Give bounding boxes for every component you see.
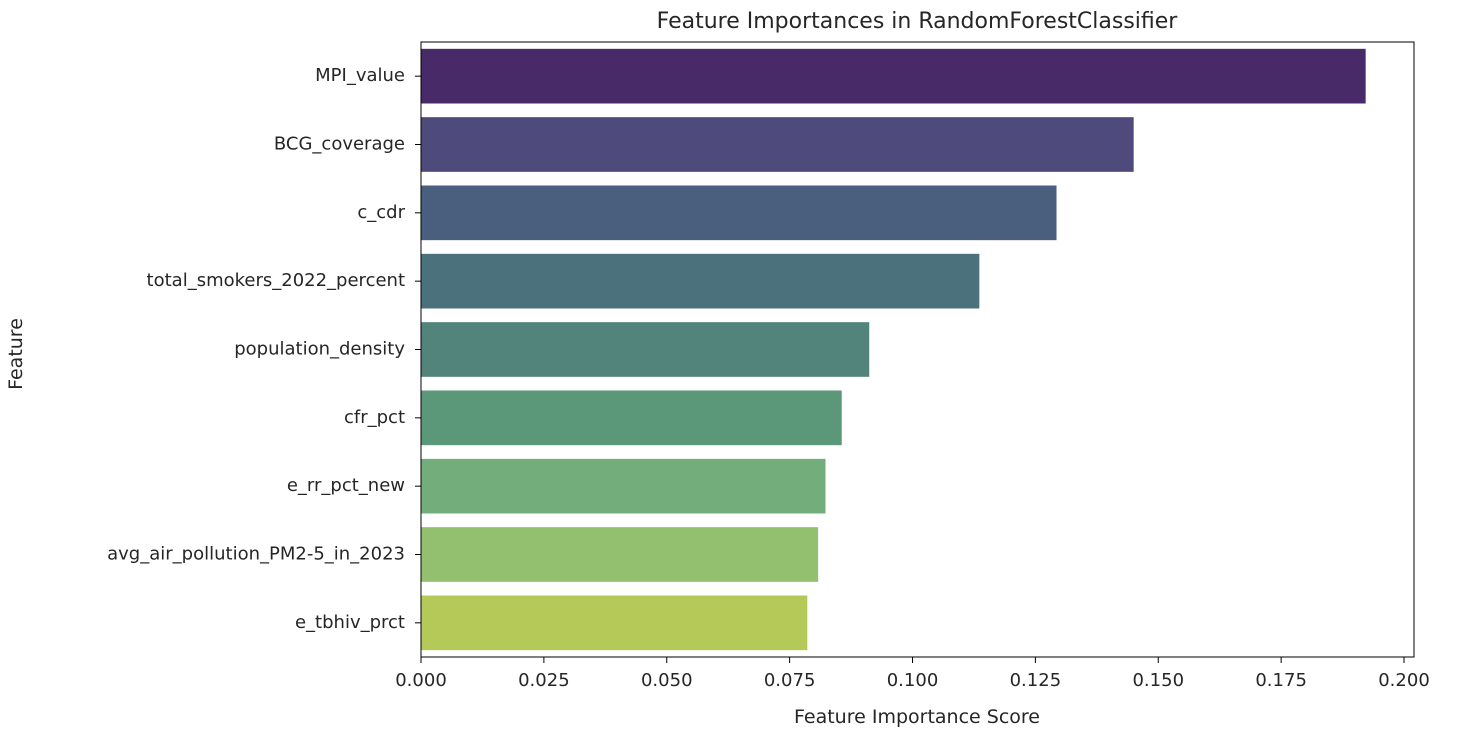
chart-title: Feature Importances in RandomForestClass…: [657, 9, 1179, 34]
x-tick-label: 0.175: [1255, 670, 1307, 691]
bar-avg-air-pollution-pm2-5-in-2023: [421, 527, 819, 582]
bar-e-rr-pct-new: [421, 458, 826, 514]
y-tick-label: avg_air_pollution_PM2-5_in_2023: [107, 544, 405, 565]
x-tick-label: 0.050: [641, 670, 693, 691]
y-tick-label: cfr_pct: [344, 407, 405, 428]
bar-bcg-coverage: [421, 117, 1134, 172]
y-tick-label: BCG_coverage: [274, 134, 405, 155]
x-axis-label: Feature Importance Score: [794, 706, 1040, 728]
y-tick-label: c_cdr: [357, 202, 405, 223]
x-tick-label: 0.200: [1378, 670, 1430, 691]
bar-cfr-pct: [421, 390, 842, 446]
bar-group: [421, 48, 1366, 651]
plot-frame: [420, 41, 1415, 658]
y-tick-labels: MPI_value BCG_coverage c_cdr total_smokers_…: [107, 65, 421, 633]
y-axis-label: Feature: [5, 318, 27, 390]
y-tick-label: e_tbhiv_prct: [295, 612, 405, 633]
bar-c-cdr: [421, 185, 1057, 241]
x-tick-label: 0.025: [518, 670, 570, 691]
x-tick-label: 0.150: [1132, 670, 1184, 691]
bar-population-density: [421, 322, 870, 377]
x-axis-ticks: 0.000 0.025 0.050 0.075 0.100 0.125 0.150 0.175…: [395, 657, 1430, 691]
x-tick-label: 0.100: [887, 670, 939, 691]
bar-e-tbhiv-prct: [421, 595, 808, 651]
x-tick-label: 0.000: [395, 670, 447, 691]
y-tick-label: e_rr_pct_new: [287, 475, 405, 496]
bar-mpi-value: [421, 48, 1366, 104]
x-tick-label: 0.075: [764, 670, 816, 691]
y-tick-label: total_smokers_2022_percent: [147, 270, 405, 291]
y-tick-label: population_density: [234, 339, 405, 360]
x-tick-label: 0.125: [1010, 670, 1062, 691]
y-tick-label: MPI_value: [315, 65, 405, 86]
bar-total-smokers-2022-percent: [421, 253, 980, 309]
